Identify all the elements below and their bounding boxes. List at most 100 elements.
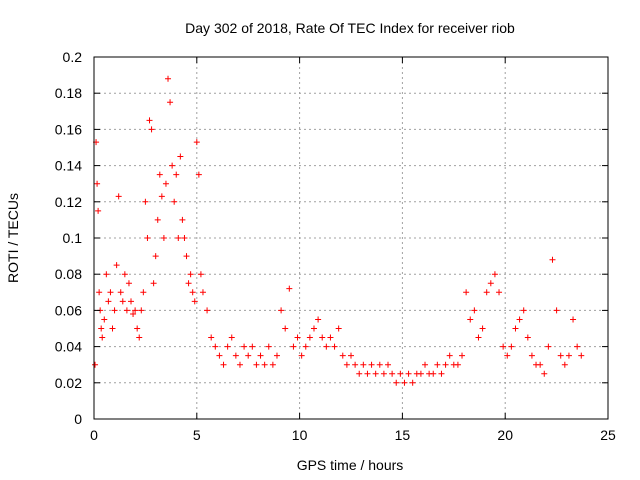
data-point: [298, 352, 305, 359]
data-point: [483, 289, 490, 296]
data-point: [294, 334, 301, 341]
data-point: [134, 325, 141, 332]
data-point: [123, 307, 130, 314]
data-point: [417, 370, 424, 377]
data-point: [487, 280, 494, 287]
data-point: [557, 352, 564, 359]
y-tick-label: 0.14: [55, 158, 82, 174]
data-point: [454, 361, 461, 368]
data-point: [442, 361, 449, 368]
data-point: [193, 139, 200, 146]
data-point: [331, 343, 338, 350]
data-point: [175, 235, 182, 241]
data-point: [516, 316, 523, 323]
data-point: [565, 352, 572, 359]
data-point: [422, 361, 429, 368]
data-point: [173, 171, 180, 178]
data-point: [434, 361, 441, 368]
data-point: [183, 253, 190, 260]
data-point: [224, 343, 231, 350]
y-tick-label: 0.06: [55, 302, 82, 318]
data-point: [179, 216, 186, 223]
data-point: [232, 352, 239, 359]
chart-title: Day 302 of 2018, Rate Of TEC Index for r…: [185, 20, 515, 36]
data-point: [204, 307, 211, 314]
y-tick-label: 0.2: [63, 49, 83, 65]
data-point: [537, 361, 544, 368]
data-point: [257, 352, 264, 359]
data-point: [220, 361, 227, 368]
data-point: [107, 289, 114, 296]
data-point: [553, 307, 560, 314]
data-point: [389, 370, 396, 377]
data-point: [524, 334, 531, 341]
x-tick-label: 15: [395, 427, 411, 443]
data-point: [273, 352, 280, 359]
data-point: [339, 352, 346, 359]
data-point: [132, 307, 139, 314]
data-point: [189, 289, 196, 296]
data-point: [327, 334, 334, 341]
data-point: [475, 334, 482, 341]
data-point: [162, 180, 169, 187]
data-point: [323, 343, 330, 350]
data-point: [245, 352, 252, 359]
data-point: [138, 307, 145, 314]
data-point: [165, 75, 172, 82]
data-point: [561, 361, 568, 368]
data-point: [578, 352, 585, 359]
data-point: [195, 171, 202, 178]
y-tick-label: 0.08: [55, 266, 82, 282]
data-point: [98, 325, 105, 332]
data-point: [348, 352, 354, 359]
data-point: [491, 271, 498, 278]
data-point: [130, 311, 137, 318]
y-tick-label: 0.02: [55, 375, 82, 391]
data-point: [156, 171, 163, 178]
data-point: [128, 298, 135, 305]
x-tick-label: 20: [497, 427, 513, 443]
data-point: [96, 289, 103, 296]
data-point: [177, 153, 184, 160]
data-point: [335, 325, 342, 332]
grid-lines: [94, 57, 608, 419]
data-point: [380, 370, 387, 377]
data-point: [185, 280, 192, 287]
y-tick-label: 0.18: [55, 85, 82, 101]
data-point: [121, 271, 128, 278]
data-point: [528, 352, 535, 359]
data-point: [405, 370, 412, 377]
data-point: [125, 280, 132, 287]
data-point: [241, 343, 248, 350]
data-point: [286, 285, 293, 292]
x-tick-label: 25: [600, 427, 616, 443]
data-point: [181, 235, 188, 241]
data-point: [352, 361, 359, 368]
data-point: [171, 198, 178, 205]
data-point: [512, 325, 519, 332]
data-point: [160, 235, 167, 241]
data-points: [92, 75, 585, 386]
data-point: [265, 343, 272, 350]
data-point: [368, 361, 375, 368]
data-point: [146, 117, 153, 124]
data-point: [401, 379, 408, 386]
data-point: [430, 370, 437, 377]
data-point: [119, 298, 126, 305]
data-point: [446, 352, 453, 359]
data-point: [541, 370, 548, 377]
data-point: [520, 307, 527, 314]
data-point: [549, 256, 556, 263]
data-point: [397, 370, 404, 377]
data-point: [142, 198, 149, 205]
y-tick-label: 0: [74, 411, 82, 427]
data-point: [158, 193, 165, 200]
data-point: [545, 343, 552, 350]
data-point: [343, 361, 350, 368]
data-point: [105, 298, 112, 305]
data-point: [290, 343, 297, 350]
data-point: [249, 343, 256, 350]
x-axis-label: GPS time / hours: [297, 457, 404, 473]
y-tick-label: 0.04: [55, 339, 82, 355]
